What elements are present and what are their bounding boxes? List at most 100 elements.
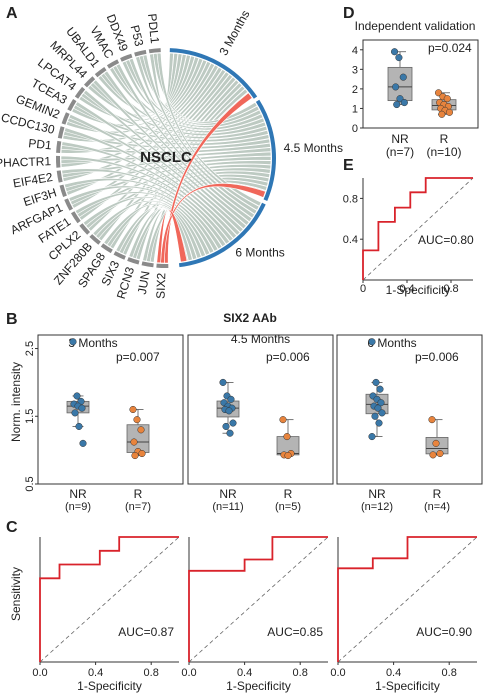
data-point <box>377 399 385 407</box>
data-point <box>392 83 400 91</box>
chord-link-highlight <box>160 183 266 264</box>
chord-link <box>71 71 230 209</box>
data-point <box>79 439 87 447</box>
six2-group-n: (n=5) <box>275 501 301 513</box>
chord-link <box>112 65 264 131</box>
roc-xlabel: 1-Specificity <box>375 679 440 693</box>
six2-group-n: (n=9) <box>65 501 91 513</box>
data-point <box>284 452 292 460</box>
six2-subplot-p-value: p=0.006 <box>415 350 459 364</box>
data-point <box>75 422 83 430</box>
data-point <box>368 338 376 346</box>
chord-link <box>128 58 258 215</box>
data-point <box>438 110 446 118</box>
six2-group-label: NR <box>69 487 87 501</box>
data-point <box>71 409 79 417</box>
chord-gene-label: PHACTR1 <box>0 154 52 170</box>
data-point <box>372 378 380 386</box>
chord-link <box>64 127 238 239</box>
roc-subplot-3: AUC=0.90 0.0 0.4 0.81-Specificity <box>330 536 478 693</box>
six2-group-n: (n=4) <box>424 501 450 513</box>
chord-link <box>87 55 196 117</box>
six2-group-label: NR <box>219 487 237 501</box>
box-body <box>387 66 413 102</box>
data-point <box>443 95 451 103</box>
chord-gene-arc <box>141 261 154 268</box>
chord-gene-arc <box>79 223 91 235</box>
roc-ylabel: Sensitivity <box>9 567 23 621</box>
six2-ytick-label: 0.5 <box>24 476 36 491</box>
validation-auc: AUC=0.80 <box>418 233 474 247</box>
chord-link <box>74 191 215 254</box>
chord-link <box>103 203 202 259</box>
panel-label-b: B <box>6 311 18 328</box>
six2-group-label: R <box>433 487 442 501</box>
data-point <box>400 99 408 107</box>
six2-group-n: (n=7) <box>125 501 151 513</box>
validation-roc-xtick-label: 0 <box>360 283 366 295</box>
validation-p-value: p=0.024 <box>428 41 472 55</box>
data-point <box>138 449 146 458</box>
chord-link <box>100 72 265 133</box>
data-point <box>129 405 137 414</box>
chord-gene-arc <box>120 53 133 62</box>
data-point <box>229 419 237 427</box>
chord-link <box>142 54 260 211</box>
roc-subplot-1: AUC=0.87 0.0 0.4 0.81-Specificity <box>32 536 180 693</box>
chord-link <box>103 70 253 223</box>
data-point <box>390 48 399 56</box>
chord-gene-arc <box>100 243 113 254</box>
chord-link <box>98 79 240 242</box>
data-point <box>428 416 436 424</box>
chord-link <box>68 185 219 252</box>
chord-gene-arc <box>56 170 63 183</box>
validation-roc-curve <box>362 177 473 280</box>
chord-gene-label: P53 <box>128 24 147 48</box>
six2-title: SIX2 AAb <box>223 311 277 325</box>
panel-label-e: E <box>343 157 354 174</box>
chord-gene-arc <box>127 257 140 265</box>
data-point <box>378 409 386 417</box>
chord-link <box>83 89 247 230</box>
chord-gene-label: PDL1 <box>145 13 162 45</box>
six2-group-label: R <box>134 487 143 501</box>
validation-roc-ytick-label: 0.4 <box>343 234 358 246</box>
validation-ytick-label: 0 <box>352 123 358 135</box>
chord-gene-label: SIX2 <box>154 272 169 299</box>
chord-gene-arc <box>64 198 73 211</box>
roc-auc: AUC=0.85 <box>267 625 323 639</box>
roc-auc: AUC=0.87 <box>118 625 174 639</box>
six2-ytick-label: 1.5 <box>24 409 36 424</box>
six2-group-label: NR <box>368 487 386 501</box>
roc-curve <box>337 536 477 662</box>
validation-ytick-label: 2 <box>352 84 358 96</box>
chord-link <box>156 52 262 207</box>
chord-link <box>60 147 272 164</box>
validation-ytick-label: 3 <box>352 64 358 76</box>
six2-boxplots: SIX2 AAb Norm. intensity 0.51.52.5 3 Mont… <box>9 311 483 513</box>
chord-link <box>61 168 227 248</box>
chord-link <box>92 79 250 226</box>
chord-gene-arc <box>59 184 67 197</box>
six2-ytick-label: 2.5 <box>24 341 36 356</box>
six2-group-label: R <box>284 487 293 501</box>
data-point <box>429 451 437 459</box>
validation-plot-frame <box>362 39 479 129</box>
chord-diagram: PDL1P53DDX49VMACUBALD1MRPL44LPCAT4TCEA3G… <box>0 8 343 301</box>
data-point <box>227 395 235 403</box>
roc-auc: AUC=0.90 <box>416 625 472 639</box>
six2-ylabel: Norm. intensity <box>9 362 23 442</box>
roc-xlabel: 1-Specificity <box>77 679 142 693</box>
data-point <box>371 412 379 420</box>
chord-group-label: 4.5 Months <box>284 141 343 155</box>
validation-group-n: (n=10) <box>426 145 461 159</box>
chord-group-label: 6 Months <box>235 246 284 260</box>
roc-diagonal <box>188 536 329 663</box>
data-point <box>374 404 382 412</box>
roc-xlabel: 1-Specificity <box>226 679 291 693</box>
chord-arcs <box>55 48 276 269</box>
data-point <box>137 426 145 434</box>
chord-gene-arc <box>70 211 81 224</box>
chord-group-arc-1 <box>169 48 258 99</box>
